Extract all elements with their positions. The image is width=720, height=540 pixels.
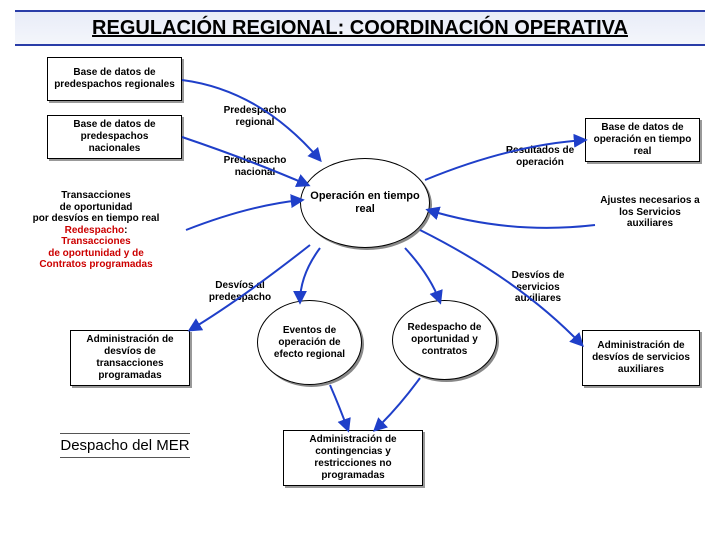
footer-text: Despacho del MER: [60, 437, 190, 454]
label-predespacho-regional: Predespacho regional: [205, 105, 305, 128]
oval-redespacho: Redespacho de oportunidad y contratos: [392, 300, 497, 380]
label-desvios-servicios: Desvíos de servicios auxiliares: [498, 270, 578, 305]
box-admin-desvios-servicios: Administración de desvíos de servicios a…: [582, 330, 700, 386]
label-resultados: Resultados de operación: [495, 145, 585, 168]
box-predespachos-nacionales: Base de datos de predespachos nacionales: [47, 115, 182, 159]
label-ajustes: Ajustes necesarios a los Servicios auxil…: [600, 195, 700, 230]
oval-eventos-regional: Eventos de operación de efecto regional: [257, 300, 362, 385]
box-admin-desvios-transacciones: Administración de desvíos de transaccion…: [70, 330, 190, 386]
label-transacciones: Transaccionesde oportunidadpor desvíos e…: [6, 190, 186, 271]
footer-despacho-mer: Despacho del MER: [60, 430, 190, 461]
label-desvios-predespacho: Desvíos al predespacho: [190, 280, 290, 303]
box-predespachos-regionales: Base de datos de predespachos regionales: [47, 57, 182, 101]
box-datos-operacion: Base de datos de operación en tiempo rea…: [585, 118, 700, 162]
box-contingencias: Administración de contingencias y restri…: [283, 430, 423, 486]
page-title: REGULACIÓN REGIONAL: COORDINACIÓN OPERAT…: [15, 10, 705, 46]
label-predespacho-nacional: Predespacho nacional: [205, 155, 305, 178]
oval-operacion-tiempo-real: Operación en tiempo real: [300, 158, 430, 248]
